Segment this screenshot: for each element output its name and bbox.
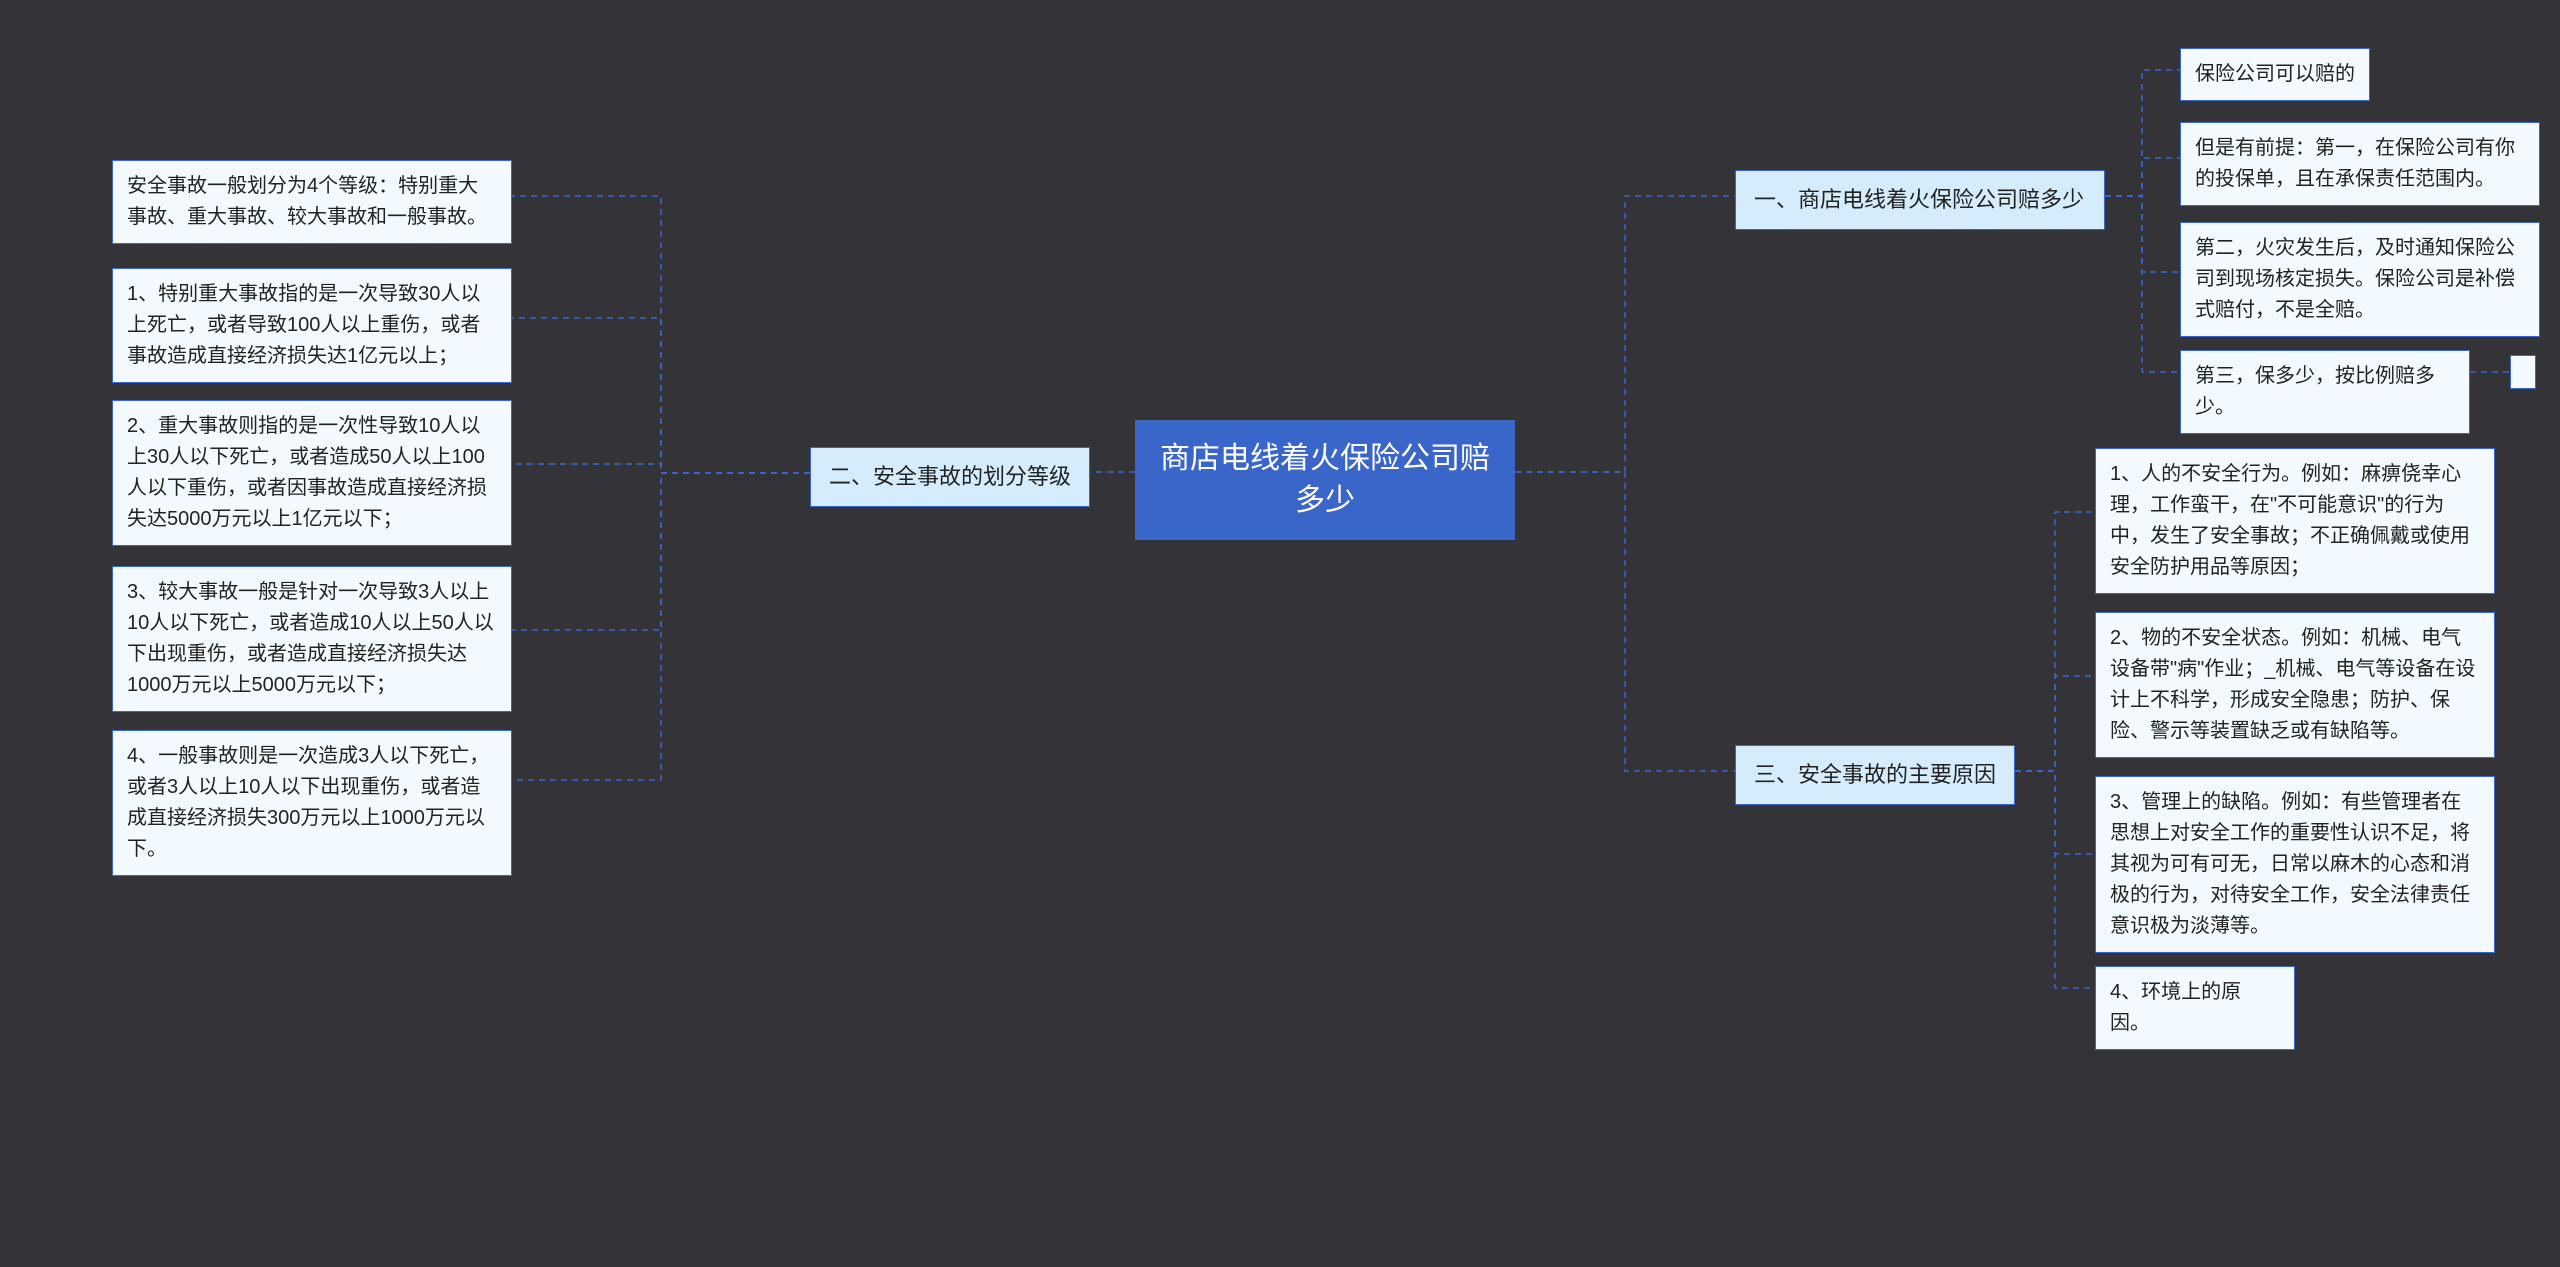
leaf-2d[interactable]: 3、较大事故一般是针对一次导致3人以上10人以下死亡，或者造成10人以上50人以… — [112, 566, 512, 712]
leaf-1d[interactable]: 第三，保多少，按比例赔多少。 — [2180, 350, 2470, 434]
leaf-2e[interactable]: 4、一般事故则是一次造成3人以下死亡，或者3人以上10人以下出现重伤，或者造成直… — [112, 730, 512, 876]
leaf-1d-extra[interactable] — [2510, 355, 2536, 389]
leaf-1b[interactable]: 但是有前提：第一，在保险公司有你的投保单，且在承保责任范围内。 — [2180, 122, 2540, 206]
leaf-1c[interactable]: 第二，火灾发生后，及时通知保险公司到现场核定损失。保险公司是补偿式赔付，不是全赔… — [2180, 222, 2540, 337]
branch-3[interactable]: 三、安全事故的主要原因 — [1735, 745, 2015, 805]
leaf-1a[interactable]: 保险公司可以赔的 — [2180, 48, 2370, 101]
leaf-3a[interactable]: 1、人的不安全行为。例如：麻痹侥幸心理，工作蛮干，在"不可能意识"的行为中，发生… — [2095, 448, 2495, 594]
leaf-3c[interactable]: 3、管理上的缺陷。例如：有些管理者在思想上对安全工作的重要性认识不足，将其视为可… — [2095, 776, 2495, 953]
branch-2[interactable]: 二、安全事故的划分等级 — [810, 447, 1090, 507]
leaf-3d[interactable]: 4、环境上的原因。 — [2095, 966, 2295, 1050]
leaf-3b[interactable]: 2、物的不安全状态。例如：机械、电气设备带"病"作业；_机械、电气等设备在设计上… — [2095, 612, 2495, 758]
leaf-2a[interactable]: 安全事故一般划分为4个等级：特别重大事故、重大事故、较大事故和一般事故。 — [112, 160, 512, 244]
leaf-2c[interactable]: 2、重大事故则指的是一次性导致10人以上30人以下死亡，或者造成50人以上100… — [112, 400, 512, 546]
branch-1[interactable]: 一、商店电线着火保险公司赔多少 — [1735, 170, 2105, 230]
leaf-2b[interactable]: 1、特别重大事故指的是一次导致30人以上死亡，或者导致100人以上重伤，或者事故… — [112, 268, 512, 383]
root-node[interactable]: 商店电线着火保险公司赔多少 — [1135, 420, 1515, 540]
